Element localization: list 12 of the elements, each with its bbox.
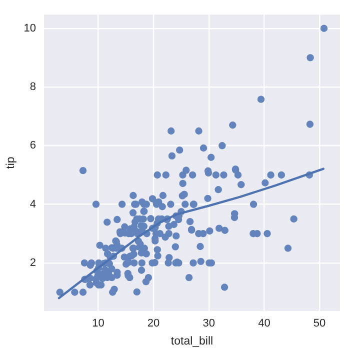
- y-axis-title: tip: [5, 156, 18, 169]
- x-tick-label: 10: [92, 318, 104, 330]
- x-tick-label: 20: [147, 318, 160, 330]
- x-axis-title: total_bill: [170, 335, 214, 348]
- y-tick-label: 2: [30, 256, 36, 269]
- x-tick-label: 40: [258, 318, 270, 330]
- y-tick-label: 8: [30, 81, 36, 94]
- y-tick-label: 6: [30, 140, 36, 152]
- y-tick-label: 4: [30, 198, 36, 210]
- x-tick-label: 50: [313, 318, 326, 330]
- y-tick-label: 10: [24, 22, 36, 34]
- x-tick-label: 30: [202, 318, 215, 330]
